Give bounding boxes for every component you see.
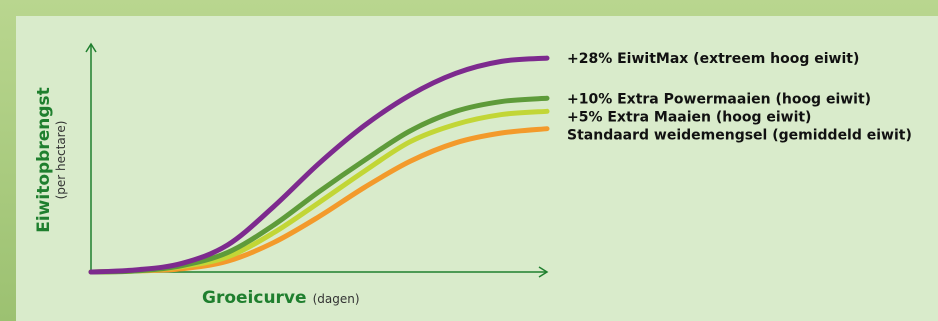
series-lines: [88, 55, 550, 275]
series-line-1: [88, 95, 550, 275]
series-line-0: [88, 55, 550, 275]
x-axis-title: Groeicurve (dagen): [202, 288, 360, 308]
x-axis-arrow: [538, 266, 549, 278]
y-axis-arrow: [85, 42, 97, 53]
y-axis-title: Eiwitopbrengst: [34, 87, 54, 233]
axes: [85, 42, 549, 278]
legend: +28% EiwitMax (extreem hoog eiwit) +10% E…: [567, 51, 912, 143]
y-axis-unit: (per hectare): [54, 121, 68, 200]
legend-label-3: Standaard weidemengsel (gemiddeld eiwit): [567, 127, 912, 143]
legend-label-2: +5% Extra Maaien (hoog eiwit): [567, 109, 811, 125]
legend-label-1: +10% Extra Powermaaien (hoog eiwit): [567, 91, 871, 107]
legend-label-0: +28% EiwitMax (extreem hoog eiwit): [567, 51, 859, 67]
